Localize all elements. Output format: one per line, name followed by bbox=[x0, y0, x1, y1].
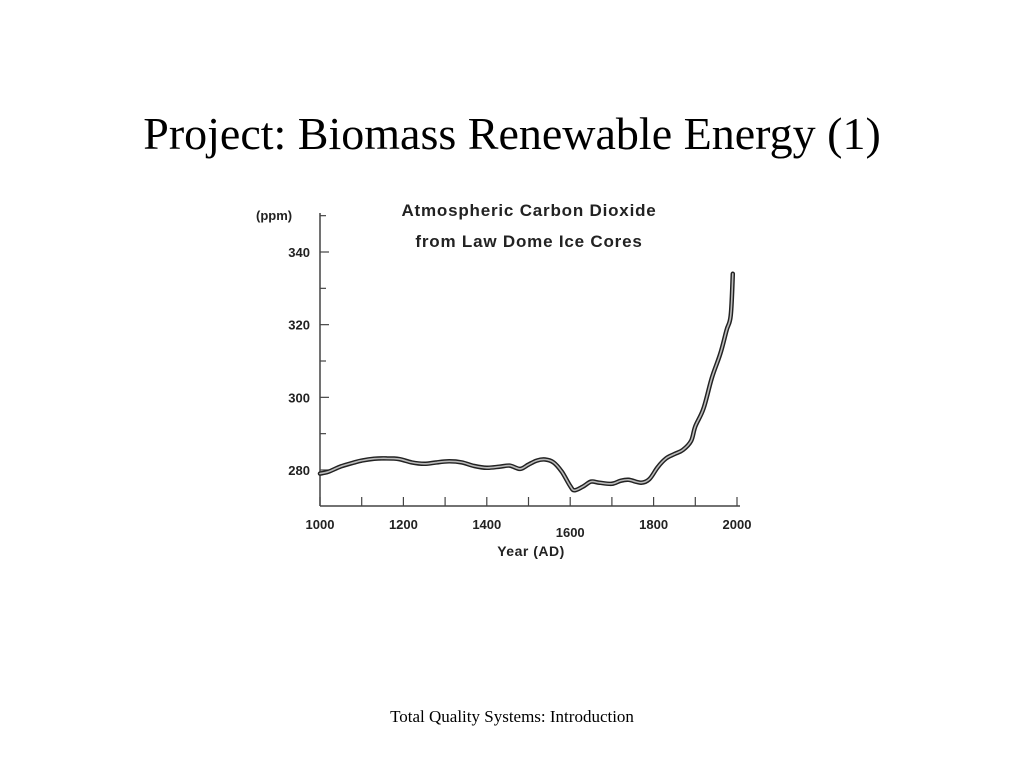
chart-title-line-2: from Law Dome Ice Cores bbox=[415, 232, 642, 251]
slide-footer: Total Quality Systems: Introduction bbox=[390, 707, 634, 726]
x-tick-label: 1000 bbox=[306, 517, 335, 532]
y-tick-label: 340 bbox=[288, 245, 310, 260]
chart-title-line-1: Atmospheric Carbon Dioxide bbox=[401, 201, 656, 220]
y-tick-label: 300 bbox=[288, 390, 310, 405]
x-axis-label: Year (AD) bbox=[497, 543, 565, 559]
x-tick-label: 2000 bbox=[723, 517, 752, 532]
y-tick-label: 320 bbox=[288, 318, 310, 333]
slide-title: Project: Biomass Renewable Energy (1) bbox=[143, 108, 881, 159]
x-tick-label: 1200 bbox=[389, 517, 418, 532]
x-tick-label: 1600 bbox=[556, 525, 585, 540]
y-tick-label: 280 bbox=[288, 463, 310, 478]
x-tick-label: 1400 bbox=[472, 517, 501, 532]
y-axis-unit-label: (ppm) bbox=[256, 208, 292, 223]
x-tick-label: 1800 bbox=[639, 517, 668, 532]
co2-series-line bbox=[319, 273, 734, 492]
